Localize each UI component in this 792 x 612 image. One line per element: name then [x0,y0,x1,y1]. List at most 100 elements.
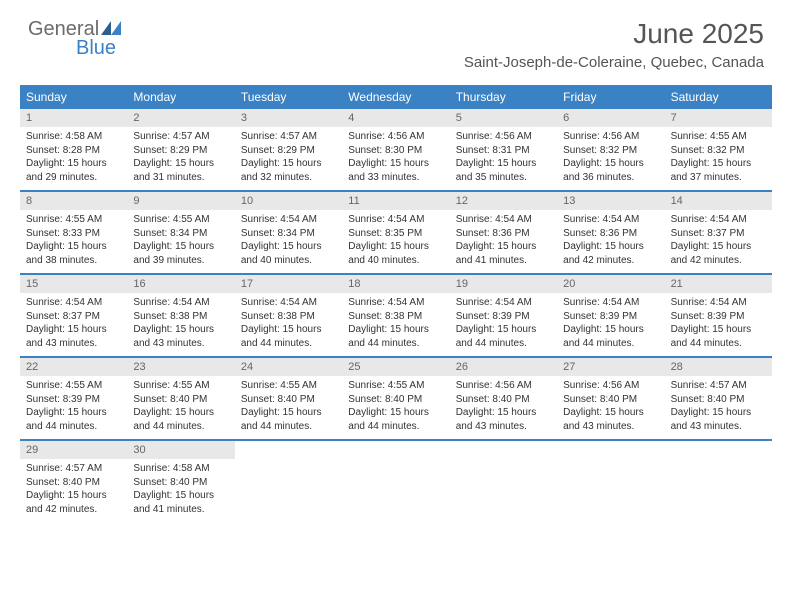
day-cell [235,441,342,522]
day-cell: 26 Sunrise: 4:56 AMSunset: 8:40 PMDayligh… [450,358,557,439]
day-number: 10 [235,192,342,210]
day-details: Sunrise: 4:54 AMSunset: 8:38 PMDaylight:… [127,296,234,350]
logo-text-2: Blue [76,37,121,60]
day-number: 29 [20,441,127,459]
day-details: Sunrise: 4:54 AMSunset: 8:39 PMDaylight:… [665,296,772,350]
weekday-header: Monday [127,85,234,109]
day-cell: 8Sunrise: 4:55 AMSunset: 8:33 PMDaylight… [20,192,127,273]
day-cell: 6Sunrise: 4:56 AMSunset: 8:32 PMDaylight… [557,109,664,190]
week-row: 29 Sunrise: 4:57 AMSunset: 8:40 PMDayligh… [20,441,772,522]
day-number: 7 [665,109,772,127]
day-cell: 7Sunrise: 4:55 AMSunset: 8:32 PMDaylight… [665,109,772,190]
day-cell: 15 Sunrise: 4:54 AMSunset: 8:37 PMDayligh… [20,275,127,356]
day-cell: 27Sunrise: 4:56 AMSunset: 8:40 PMDayligh… [557,358,664,439]
day-number: 30 [127,441,234,459]
day-details: Sunrise: 4:54 AMSunset: 8:37 PMDaylight:… [665,213,772,267]
day-cell: 1 Sunrise: 4:58 AMSunset: 8:28 PMDaylight… [20,109,127,190]
day-cell [342,441,449,522]
day-details: Sunrise: 4:58 AMSunset: 8:40 PMDaylight:… [127,462,234,516]
day-cell: 20Sunrise: 4:54 AMSunset: 8:39 PMDayligh… [557,275,664,356]
day-number: 28 [665,358,772,376]
week-row: 15 Sunrise: 4:54 AMSunset: 8:37 PMDayligh… [20,275,772,358]
day-cell: 19 Sunrise: 4:54 AMSunset: 8:39 PMDayligh… [450,275,557,356]
day-number: 1 [20,109,127,127]
day-details: Sunrise: 4:54 AMSunset: 8:36 PMDaylight:… [450,213,557,267]
day-number: 17 [235,275,342,293]
day-details: Sunrise: 4:58 AMSunset: 8:28 PMDaylight:… [20,130,127,184]
day-number: 3 [235,109,342,127]
day-cell: 9Sunrise: 4:55 AMSunset: 8:34 PMDaylight… [127,192,234,273]
day-details: Sunrise: 4:57 AMSunset: 8:40 PMDaylight:… [20,462,127,516]
day-cell: 24 Sunrise: 4:55 AMSunset: 8:40 PMDayligh… [235,358,342,439]
day-number: 25 [342,358,449,376]
day-details: Sunrise: 4:54 AMSunset: 8:38 PMDaylight:… [342,296,449,350]
day-number: 22 [20,358,127,376]
day-details: Sunrise: 4:57 AMSunset: 8:29 PMDaylight:… [127,130,234,184]
day-number: 24 [235,358,342,376]
day-cell: 21 Sunrise: 4:54 AMSunset: 8:39 PMDayligh… [665,275,772,356]
location-text: Saint-Joseph-de-Coleraine, Quebec, Canad… [464,54,764,71]
day-number: 11 [342,192,449,210]
day-number: 26 [450,358,557,376]
page-header: General Blue June 2025 Saint-Joseph-de-C… [0,0,792,77]
weekday-header: Tuesday [235,85,342,109]
day-cell: 30 Sunrise: 4:58 AMSunset: 8:40 PMDayligh… [127,441,234,522]
day-details: Sunrise: 4:57 AMSunset: 8:40 PMDaylight:… [665,379,772,433]
weekday-header-row: SundayMondayTuesdayWednesdayThursdayFrid… [20,85,772,109]
week-row: 8Sunrise: 4:55 AMSunset: 8:33 PMDaylight… [20,192,772,275]
day-number: 23 [127,358,234,376]
title-block: June 2025 Saint-Joseph-de-Coleraine, Que… [464,18,764,71]
day-number: 13 [557,192,664,210]
day-details: Sunrise: 4:56 AMSunset: 8:40 PMDaylight:… [557,379,664,433]
day-number: 14 [665,192,772,210]
day-details: Sunrise: 4:55 AMSunset: 8:40 PMDaylight:… [342,379,449,433]
day-number: 20 [557,275,664,293]
day-cell [665,441,772,522]
day-cell: 3 Sunrise: 4:57 AMSunset: 8:29 PMDaylight… [235,109,342,190]
day-number: 21 [665,275,772,293]
day-details: Sunrise: 4:57 AMSunset: 8:29 PMDaylight:… [235,130,342,184]
day-number: 16 [127,275,234,293]
day-details: Sunrise: 4:55 AMSunset: 8:39 PMDaylight:… [20,379,127,433]
day-details: Sunrise: 4:56 AMSunset: 8:40 PMDaylight:… [450,379,557,433]
day-number: 2 [127,109,234,127]
day-number: 18 [342,275,449,293]
day-cell: 12 Sunrise: 4:54 AMSunset: 8:36 PMDayligh… [450,192,557,273]
day-cell: 17 Sunrise: 4:54 AMSunset: 8:38 PMDayligh… [235,275,342,356]
day-cell: 13 Sunrise: 4:54 AMSunset: 8:36 PMDayligh… [557,192,664,273]
day-number: 15 [20,275,127,293]
day-details: Sunrise: 4:54 AMSunset: 8:35 PMDaylight:… [342,213,449,267]
month-title: June 2025 [464,18,764,50]
day-cell: 22 Sunrise: 4:55 AMSunset: 8:39 PMDayligh… [20,358,127,439]
day-cell: 28 Sunrise: 4:57 AMSunset: 8:40 PMDayligh… [665,358,772,439]
day-cell: 23Sunrise: 4:55 AMSunset: 8:40 PMDayligh… [127,358,234,439]
day-cell: 4 Sunrise: 4:56 AMSunset: 8:30 PMDaylight… [342,109,449,190]
day-details: Sunrise: 4:56 AMSunset: 8:30 PMDaylight:… [342,130,449,184]
weekday-header: Wednesday [342,85,449,109]
weekday-header: Saturday [665,85,772,109]
day-cell: 5Sunrise: 4:56 AMSunset: 8:31 PMDaylight… [450,109,557,190]
day-details: Sunrise: 4:55 AMSunset: 8:40 PMDaylight:… [235,379,342,433]
day-number: 19 [450,275,557,293]
day-number: 6 [557,109,664,127]
day-cell: 10 Sunrise: 4:54 AMSunset: 8:34 PMDayligh… [235,192,342,273]
day-details: Sunrise: 4:54 AMSunset: 8:38 PMDaylight:… [235,296,342,350]
day-cell [450,441,557,522]
day-details: Sunrise: 4:54 AMSunset: 8:34 PMDaylight:… [235,213,342,267]
day-number: 12 [450,192,557,210]
day-details: Sunrise: 4:55 AMSunset: 8:34 PMDaylight:… [127,213,234,267]
day-number: 8 [20,192,127,210]
weekday-header: Friday [557,85,664,109]
day-details: Sunrise: 4:54 AMSunset: 8:39 PMDaylight:… [450,296,557,350]
day-cell: 16 Sunrise: 4:54 AMSunset: 8:38 PMDayligh… [127,275,234,356]
day-cell: 25 Sunrise: 4:55 AMSunset: 8:40 PMDayligh… [342,358,449,439]
day-details: Sunrise: 4:54 AMSunset: 8:37 PMDaylight:… [20,296,127,350]
weekday-header: Thursday [450,85,557,109]
day-number: 4 [342,109,449,127]
day-details: Sunrise: 4:56 AMSunset: 8:31 PMDaylight:… [450,130,557,184]
day-cell: 2 Sunrise: 4:57 AMSunset: 8:29 PMDaylight… [127,109,234,190]
calendar-grid: SundayMondayTuesdayWednesdayThursdayFrid… [20,85,772,522]
day-cell: 14 Sunrise: 4:54 AMSunset: 8:37 PMDayligh… [665,192,772,273]
week-row: 1 Sunrise: 4:58 AMSunset: 8:28 PMDaylight… [20,109,772,192]
day-details: Sunrise: 4:54 AMSunset: 8:36 PMDaylight:… [557,213,664,267]
